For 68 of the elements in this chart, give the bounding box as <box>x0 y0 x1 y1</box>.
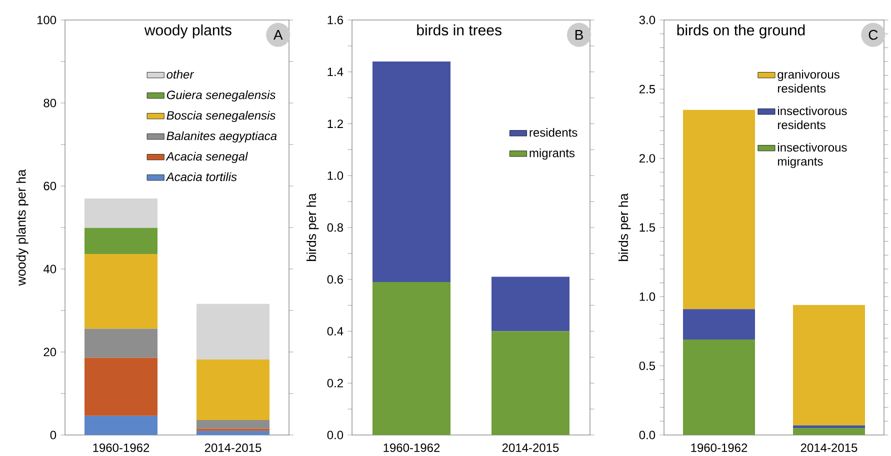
chart-title: woody plants <box>144 24 232 38</box>
bar <box>372 282 451 435</box>
legend-label: Balanites aegyptiaca <box>166 131 277 143</box>
y-tick-label: 60 <box>44 182 56 190</box>
y-tick-label: 1.0 <box>640 292 656 301</box>
y-tick-label: 3.0 <box>639 16 656 24</box>
bar <box>793 304 866 426</box>
bar <box>196 304 270 360</box>
bar <box>84 228 158 254</box>
bar <box>793 425 866 428</box>
legend-label: Acacia senegal <box>166 152 248 164</box>
bar <box>84 198 158 228</box>
bar <box>793 428 866 435</box>
bar <box>683 309 756 340</box>
y-tick-label: 1.4 <box>328 68 344 76</box>
x-tick-label: 1960-1962 <box>384 443 440 452</box>
bar <box>683 340 756 435</box>
bar <box>492 276 570 332</box>
y-tick-label: 1.0 <box>328 171 344 180</box>
y-tick-label: 1.2 <box>328 120 343 128</box>
chart-title: birds in trees <box>417 24 502 36</box>
y-tick-label: 1.6 <box>328 16 344 24</box>
y-tick-label: 0.5 <box>639 362 656 370</box>
bar <box>372 62 451 282</box>
legend-label: Boscia senegalensis <box>166 110 276 122</box>
y-tick-label: 80 <box>44 98 56 108</box>
y-tick-label: 0.2 <box>327 378 343 388</box>
y-tick-label: 0.6 <box>327 275 344 284</box>
x-tick-label: 2014-2015 <box>204 443 262 452</box>
bar <box>84 358 158 416</box>
legend-label: Acacia tortilis <box>166 172 237 182</box>
chart-title: birds on the ground <box>677 24 805 38</box>
y-axis-title: woody plants per ha <box>16 169 28 286</box>
x-tick-label: 2014-2015 <box>800 443 858 452</box>
x-tick-label: 1960-1962 <box>93 443 150 452</box>
legend-label: granivorous residents <box>778 70 840 93</box>
y-tick-label: 20 <box>44 348 56 356</box>
y-tick-label: 0.0 <box>327 430 344 440</box>
annotation: C <box>868 30 878 40</box>
legend-label: other <box>166 70 194 79</box>
y-tick-label: 0.0 <box>639 430 656 440</box>
y-tick-label: 0 <box>50 430 56 440</box>
y-tick-label: 0.4 <box>327 327 344 336</box>
bar <box>683 110 756 310</box>
y-axis-title: birds per ha <box>618 193 631 261</box>
x-tick-label: 2014-2015 <box>502 443 559 452</box>
legend-label: insectivorous migrants <box>778 142 847 168</box>
legend-label: insectivorous residents <box>778 106 847 130</box>
bar <box>196 359 270 420</box>
y-tick-label: 2.0 <box>639 154 656 163</box>
y-tick-label: 40 <box>43 264 56 274</box>
bar <box>84 254 158 329</box>
legend-label: Guiera senegalensis <box>166 90 276 102</box>
y-tick-label: 100 <box>37 16 56 24</box>
legend-label: residents <box>530 128 578 137</box>
y-tick-label: 2.5 <box>639 84 656 94</box>
y-tick-label: 0.8 <box>327 223 344 232</box>
x-tick-label: 1960-1962 <box>691 443 748 452</box>
bar <box>492 331 570 435</box>
annotation: B <box>575 30 583 40</box>
bar <box>84 328 158 358</box>
annotation: A <box>274 30 283 40</box>
bar <box>196 420 270 429</box>
y-axis-title: birds per ha <box>306 193 319 261</box>
bar <box>196 430 270 435</box>
y-tick-label: 1.5 <box>640 223 656 232</box>
legend-label: migrants <box>530 148 575 160</box>
bar <box>84 416 158 435</box>
